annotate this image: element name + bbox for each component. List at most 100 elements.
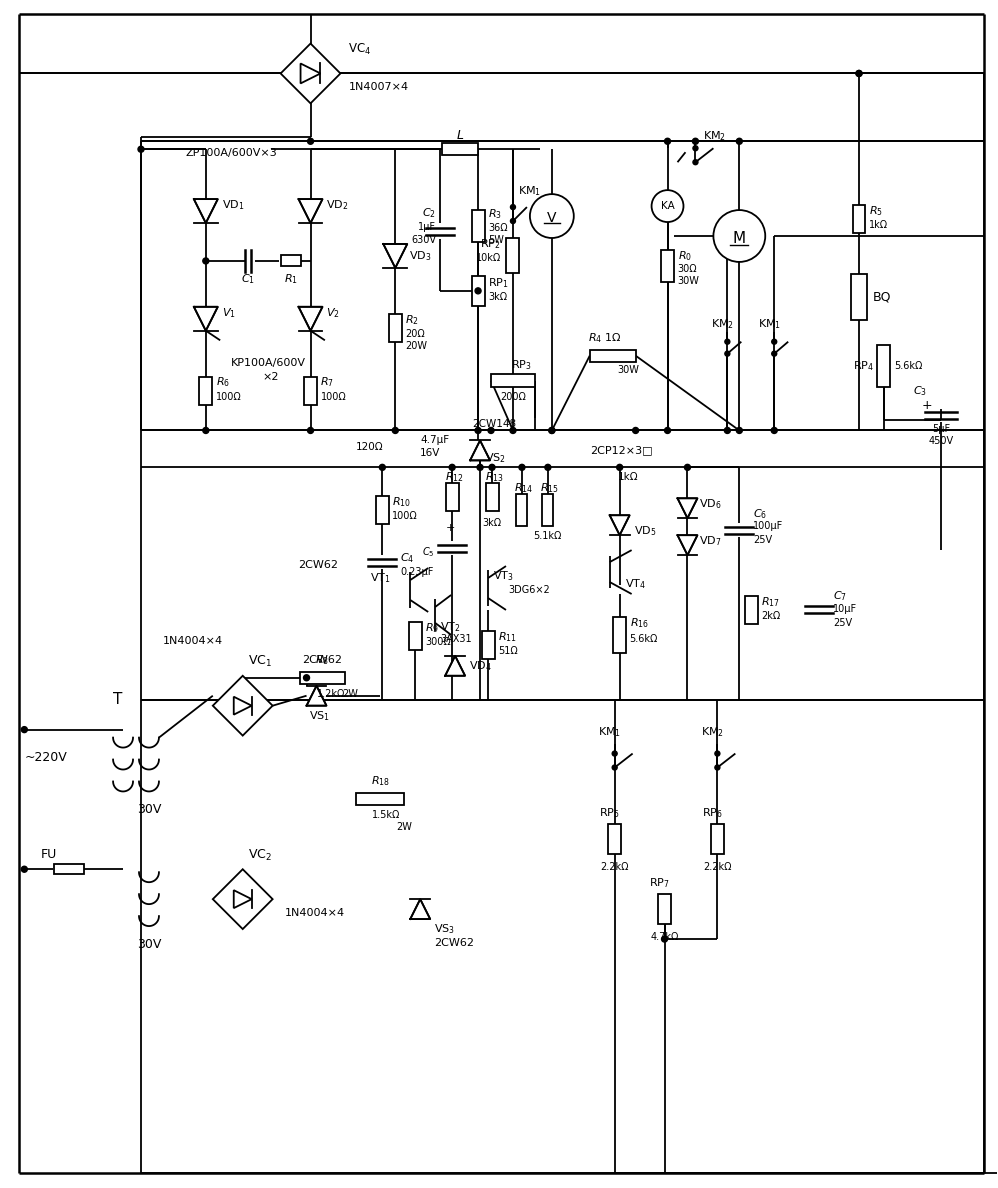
Text: V: V [547,211,557,225]
Bar [711,824,724,854]
Text: 36Ω: 36Ω [488,223,508,233]
Text: $C_6$: $C_6$ [753,507,767,522]
Text: 100Ω: 100Ω [392,511,418,522]
Text: 16V: 16V [420,448,440,459]
Text: 30W: 30W [618,365,640,374]
Text: 2W: 2W [342,689,358,699]
Circle shape [612,751,617,756]
Circle shape [665,138,671,144]
Circle shape [715,751,720,756]
Bar [304,377,317,405]
Text: KA: KA [661,201,675,211]
Text: $R_{12}$: $R_{12}$ [445,470,463,485]
Circle shape [662,936,668,942]
Text: 5.6kΩ: 5.6kΩ [894,361,922,371]
Polygon shape [213,676,272,735]
Text: $V_2$: $V_2$ [326,305,340,320]
Text: RP$_2$: RP$_2$ [480,238,501,251]
Text: VD$_1$: VD$_1$ [222,198,245,211]
Circle shape [545,465,551,470]
Text: ~220V: ~220V [24,751,67,764]
Text: 1.2kΩ: 1.2kΩ [316,689,345,699]
Text: 1N4007×4: 1N4007×4 [348,82,408,93]
Circle shape [138,146,144,152]
Text: $C_3$: $C_3$ [913,385,927,398]
Circle shape [549,428,555,434]
Text: VD$_5$: VD$_5$ [634,524,656,538]
Text: RP$_5$: RP$_5$ [599,807,620,820]
Bar [745,596,757,624]
Circle shape [771,340,776,345]
Text: $R_3$: $R_3$ [488,207,502,221]
Text: 3DG6×2: 3DG6×2 [508,584,550,595]
Text: 10kΩ: 10kΩ [476,253,501,263]
Text: 100Ω: 100Ω [216,392,242,402]
Bar [200,377,213,405]
Text: +: + [445,523,455,533]
Polygon shape [298,307,322,330]
Circle shape [685,465,691,470]
Text: $R_7$: $R_7$ [320,375,334,390]
Polygon shape [194,307,218,330]
Polygon shape [383,244,407,268]
Text: 120Ω: 120Ω [355,442,383,453]
Circle shape [392,428,398,434]
Text: 51Ω: 51Ω [498,646,518,656]
Text: VD$_7$: VD$_7$ [700,535,722,548]
Text: RP$_4$: RP$_4$ [853,359,874,373]
Bar [542,494,553,526]
Text: $R_8$: $R_8$ [315,653,329,666]
Text: 100Ω: 100Ω [320,392,346,402]
Polygon shape [470,441,490,461]
Text: RP$_3$: RP$_3$ [511,358,531,372]
Bar [486,484,499,511]
Bar [472,276,485,305]
Text: RP$_6$: RP$_6$ [702,807,723,820]
Circle shape [475,428,481,434]
Text: 2.2kΩ: 2.2kΩ [704,862,732,872]
Text: VD$_6$: VD$_6$ [700,498,723,511]
Text: VD$_2$: VD$_2$ [326,198,349,211]
Polygon shape [678,535,698,555]
Text: 5μF: 5μF [932,424,950,435]
Text: 5.1kΩ: 5.1kΩ [534,531,562,542]
Text: $C_5$: $C_5$ [421,545,434,560]
Text: 30Ω: 30Ω [678,264,698,274]
Bar [280,255,300,266]
Circle shape [475,287,481,293]
Text: VS$_3$: VS$_3$ [434,922,455,936]
Circle shape [21,727,27,733]
Circle shape [665,428,671,434]
Bar [851,274,867,320]
Circle shape [633,428,639,434]
Text: KM$_1$: KM$_1$ [518,184,541,198]
Circle shape [510,428,516,434]
Text: $R_1$: $R_1$ [283,272,297,286]
Text: $R_9$: $R_9$ [425,621,439,634]
Text: 30W: 30W [678,276,700,286]
Circle shape [489,465,495,470]
Text: T: T [113,693,123,707]
Text: VT$_1$: VT$_1$ [369,571,390,584]
Circle shape [530,194,574,238]
Text: M: M [733,232,746,246]
Circle shape [771,352,776,356]
Circle shape [379,465,385,470]
Text: $R_{15}$: $R_{15}$ [540,481,559,495]
Text: 2CW148: 2CW148 [472,419,516,430]
Circle shape [519,465,525,470]
Text: VS$_1$: VS$_1$ [309,709,330,722]
Text: 2CW62: 2CW62 [298,560,338,570]
Text: $R_{18}$: $R_{18}$ [371,775,390,789]
Text: VC$_4$: VC$_4$ [348,42,371,57]
Text: VC$_2$: VC$_2$ [248,848,271,862]
Text: 0.23μF: 0.23μF [400,567,434,577]
Polygon shape [234,890,251,908]
Text: VT$_4$: VT$_4$ [625,577,646,590]
Text: +: + [921,399,932,412]
Text: FU: FU [41,848,57,861]
Bar [658,895,671,924]
Circle shape [21,866,27,872]
Text: 3AX31: 3AX31 [440,634,472,644]
Circle shape [488,428,494,434]
